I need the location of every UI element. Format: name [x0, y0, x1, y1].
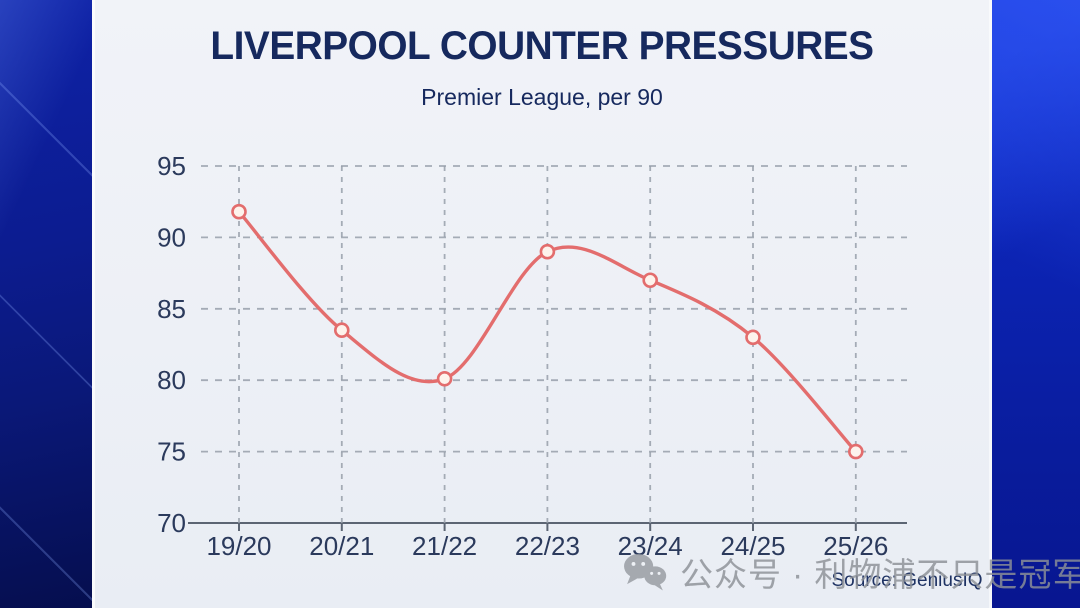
chart-subtitle: Premier League, per 90 — [421, 84, 663, 110]
source-credit: Source: GeniusIQ — [831, 570, 983, 591]
left-background-strip — [0, 0, 92, 608]
chart-title: LIVERPOOL COUNTER PRESSURES — [210, 24, 874, 68]
watermark: 公众号 · 利物浦不只是冠军 — [622, 548, 1080, 596]
watermark-text: 公众号 · 利物浦不只是冠军 — [680, 556, 1080, 593]
right-background-strip — [992, 0, 1080, 608]
wechat-icon — [624, 553, 667, 591]
